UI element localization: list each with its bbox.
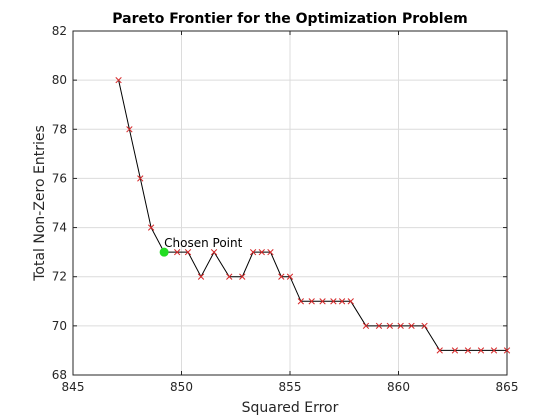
y-axis-label: Total Non-Zero Entries <box>32 125 48 282</box>
x-tick-label: 855 <box>279 380 302 394</box>
y-tick-label: 72 <box>52 270 67 284</box>
y-tick-label: 76 <box>52 171 67 185</box>
y-tick-label: 70 <box>52 319 67 333</box>
x-tick-label: 865 <box>496 380 519 394</box>
y-tick-label: 82 <box>52 24 67 38</box>
y-tick-label: 78 <box>52 122 67 136</box>
y-tick-label: 68 <box>52 368 67 382</box>
y-tick-label: 74 <box>52 221 67 235</box>
x-axis-label: Squared Error <box>242 400 339 416</box>
x-tick-label: 845 <box>62 380 85 394</box>
chart-title: Pareto Frontier for the Optimization Pro… <box>112 11 467 27</box>
chosen-point-label: Chosen Point <box>164 236 242 250</box>
x-tick-label: 860 <box>387 380 410 394</box>
x-tick-label: 850 <box>170 380 193 394</box>
y-tick-label: 80 <box>52 73 67 87</box>
